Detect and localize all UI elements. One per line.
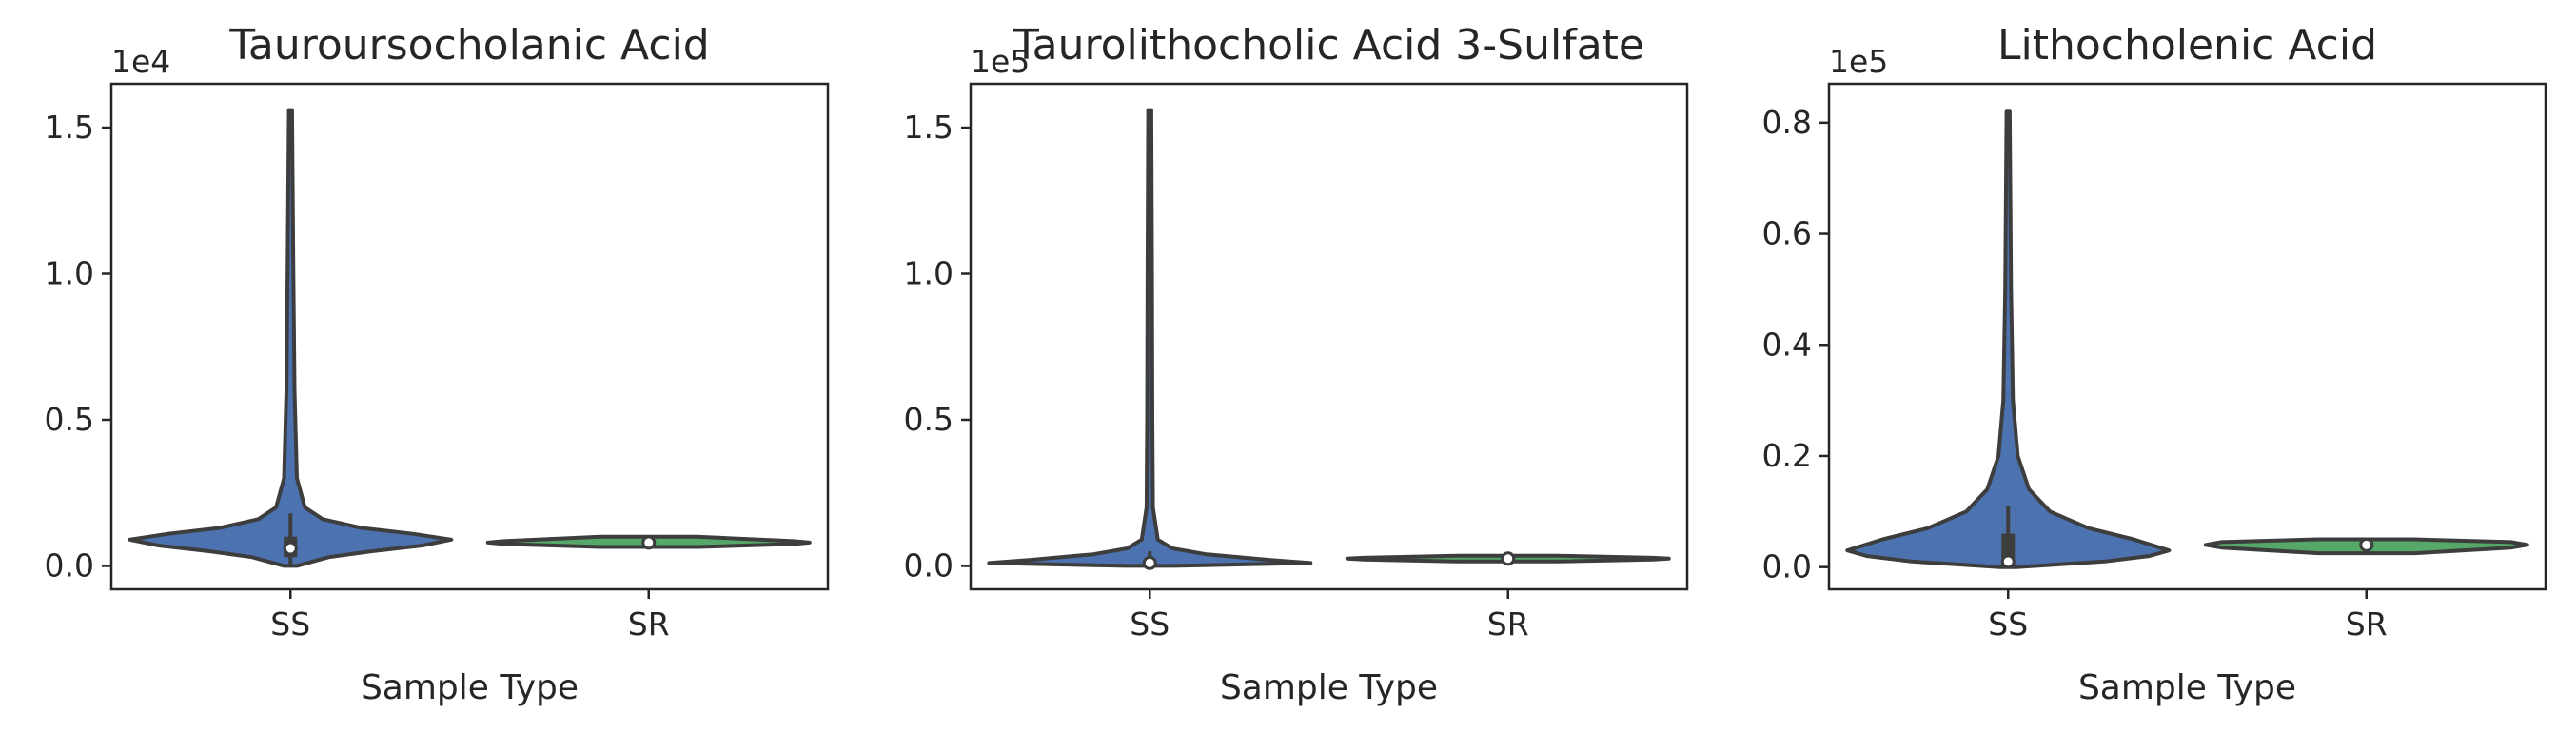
x-tick-label: SR [628,605,670,643]
chart-panel-2: 0.0 0.5 1.0 1.5 SS SR 1e5 Sample Type Taurolitho… [904,21,1689,707]
violin-ss [1845,109,2172,569]
median-marker-ss [1142,555,1157,570]
y-tick-label: 1.5 [45,109,94,146]
axis-offset-label: 1e4 [111,43,170,80]
y-tick-label: 1.0 [45,255,94,292]
x-tick-label: SR [1487,605,1529,643]
y-tick-label: 0.8 [1762,104,1812,141]
y-tick-label: 0.5 [45,401,94,438]
median-marker-ss [283,541,298,556]
axis-offset-label: 1e5 [1829,43,1888,80]
y-tick-label: 0.6 [1762,215,1812,252]
y-tick-label: 0.5 [904,401,954,438]
y-tick-label: 0.0 [45,546,94,584]
x-tick-label: SR [2346,605,2388,643]
y-tick-label: 1.5 [904,109,954,146]
median-marker-sr [1501,551,1516,566]
chart-title: Taurolithocholic Acid 3-Sulfate [1013,21,1644,69]
violin-ss [987,108,1313,568]
x-tick-label: SS [1130,605,1170,643]
chart-title: Tauroursocholanic Acid [228,21,709,69]
median-marker-sr [2359,537,2374,552]
x-axis-label: Sample Type [1220,668,1438,707]
axes-frame [1827,82,2547,591]
axis-offset-label: 1e5 [971,43,1030,80]
violin-ss [128,108,454,568]
axes-frame [109,82,830,591]
y-tick-label: 0.2 [1762,437,1812,474]
median-marker-sr [641,535,657,550]
chart-title: Lithocholenic Acid [1997,21,2377,69]
y-tick-label: 1.0 [904,255,954,292]
y-tick-label: 0.0 [1762,548,1812,585]
median-marker-ss [2000,554,2016,569]
chart-panel-1: 0.0 0.5 1.0 1.5 SS SR 1e4 Sample Type Tauroursoc… [45,21,830,707]
x-tick-label: SS [1988,605,2028,643]
chart-panel-3: 0.0 0.2 0.4 0.6 0.8 SS SR 1e5 Sample Type Lithoch… [1762,21,2547,707]
x-axis-label: Sample Type [2078,668,2296,707]
axes-frame [969,82,1689,591]
x-axis-label: Sample Type [361,668,579,707]
y-tick-label: 0.0 [904,546,954,584]
y-tick-label: 0.4 [1762,326,1812,363]
x-tick-label: SS [270,605,310,643]
